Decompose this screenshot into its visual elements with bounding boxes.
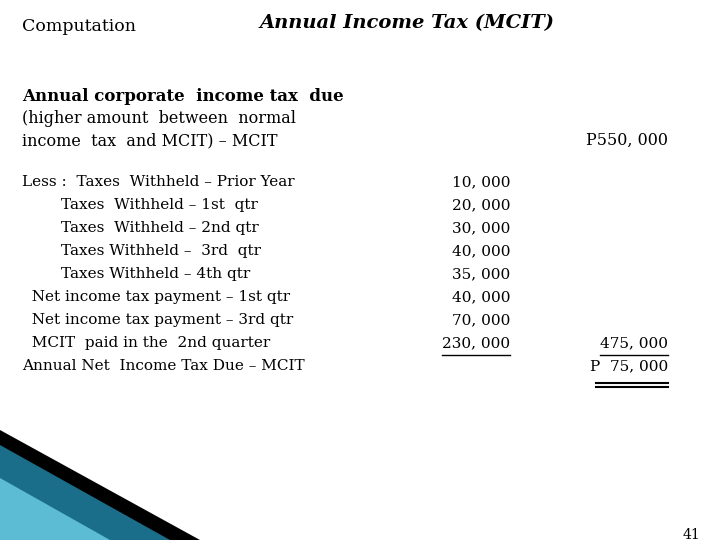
Text: Net income tax payment – 1st qtr: Net income tax payment – 1st qtr bbox=[22, 290, 290, 304]
Text: P550, 000: P550, 000 bbox=[586, 132, 668, 149]
Text: 230, 000: 230, 000 bbox=[442, 336, 510, 350]
Text: 40, 000: 40, 000 bbox=[451, 244, 510, 258]
Text: Taxes  Withheld – 2nd qtr: Taxes Withheld – 2nd qtr bbox=[22, 221, 258, 235]
Text: 30, 000: 30, 000 bbox=[451, 221, 510, 235]
Polygon shape bbox=[0, 430, 200, 540]
Text: (higher amount  between  normal: (higher amount between normal bbox=[22, 110, 296, 127]
Text: Taxes Withheld – 4th qtr: Taxes Withheld – 4th qtr bbox=[22, 267, 251, 281]
Polygon shape bbox=[0, 445, 170, 540]
Text: 20, 000: 20, 000 bbox=[451, 198, 510, 212]
Text: Taxes  Withheld – 1st  qtr: Taxes Withheld – 1st qtr bbox=[22, 198, 258, 212]
Text: Annual corporate  income tax  due: Annual corporate income tax due bbox=[22, 88, 343, 105]
Text: P  75, 000: P 75, 000 bbox=[590, 359, 668, 373]
Text: 41: 41 bbox=[683, 528, 700, 540]
Text: Computation: Computation bbox=[22, 18, 136, 35]
Text: Net income tax payment – 3rd qtr: Net income tax payment – 3rd qtr bbox=[22, 313, 293, 327]
Text: Less :  Taxes  Withheld – Prior Year: Less : Taxes Withheld – Prior Year bbox=[22, 175, 294, 189]
Text: 35, 000: 35, 000 bbox=[451, 267, 510, 281]
Text: Taxes Withheld –  3rd  qtr: Taxes Withheld – 3rd qtr bbox=[22, 244, 261, 258]
Text: 10, 000: 10, 000 bbox=[451, 175, 510, 189]
Text: Annual Income Tax (MCIT): Annual Income Tax (MCIT) bbox=[260, 14, 555, 32]
Text: 475, 000: 475, 000 bbox=[600, 336, 668, 350]
Text: MCIT  paid in the  2nd quarter: MCIT paid in the 2nd quarter bbox=[22, 336, 270, 350]
Text: 70, 000: 70, 000 bbox=[451, 313, 510, 327]
Text: income  tax  and MCIT) – MCIT: income tax and MCIT) – MCIT bbox=[22, 132, 277, 149]
Polygon shape bbox=[0, 478, 110, 540]
Text: 40, 000: 40, 000 bbox=[451, 290, 510, 304]
Text: Annual Net  Income Tax Due – MCIT: Annual Net Income Tax Due – MCIT bbox=[22, 359, 305, 373]
